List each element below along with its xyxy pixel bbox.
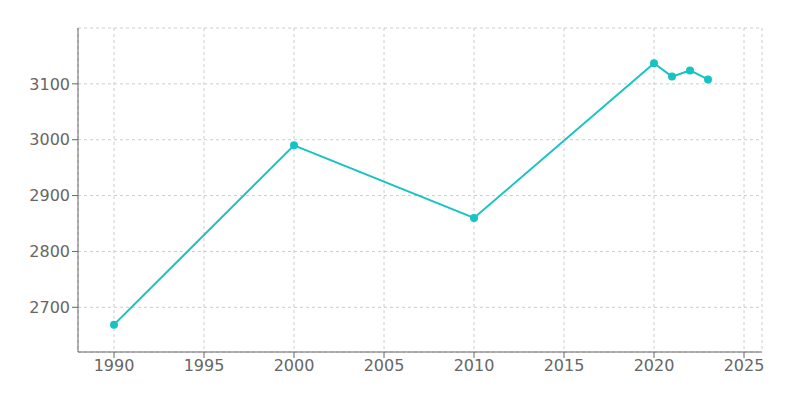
svg-text:2700: 2700: [29, 298, 70, 317]
svg-text:1995: 1995: [184, 356, 225, 375]
svg-text:2020: 2020: [634, 356, 675, 375]
svg-text:2025: 2025: [724, 356, 765, 375]
svg-text:2015: 2015: [544, 356, 585, 375]
svg-text:2900: 2900: [29, 186, 70, 205]
svg-text:1990: 1990: [94, 356, 135, 375]
svg-text:3000: 3000: [29, 130, 70, 149]
svg-text:3100: 3100: [29, 75, 70, 94]
svg-text:2000: 2000: [274, 356, 315, 375]
svg-text:2800: 2800: [29, 242, 70, 261]
svg-text:2005: 2005: [364, 356, 405, 375]
svg-text:2010: 2010: [454, 356, 495, 375]
